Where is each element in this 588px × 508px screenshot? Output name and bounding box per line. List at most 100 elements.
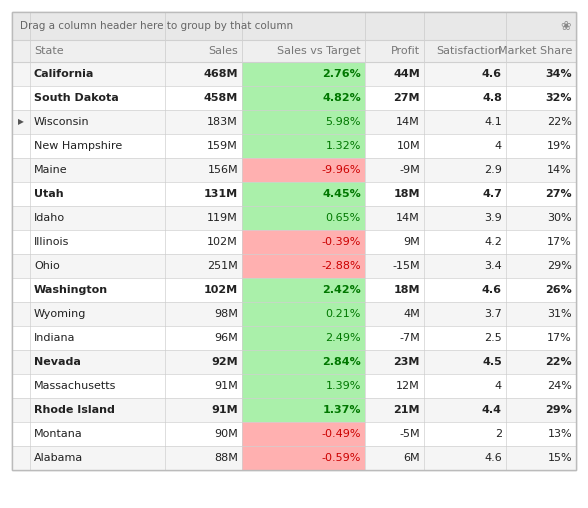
Text: 159M: 159M xyxy=(207,141,238,151)
Text: 1.39%: 1.39% xyxy=(326,381,361,391)
Bar xyxy=(12,278,576,302)
Text: -5M: -5M xyxy=(399,429,420,439)
Text: 2.9: 2.9 xyxy=(484,165,502,175)
Text: 19%: 19% xyxy=(547,141,572,151)
Bar xyxy=(12,350,576,374)
Text: 2.5: 2.5 xyxy=(485,333,502,343)
Text: 468M: 468M xyxy=(203,69,238,79)
Text: Profit: Profit xyxy=(391,46,420,56)
Bar xyxy=(12,12,576,40)
Text: 2: 2 xyxy=(495,429,502,439)
Bar xyxy=(242,422,365,446)
Text: 30%: 30% xyxy=(547,213,572,223)
Text: 4.2: 4.2 xyxy=(484,237,502,247)
Text: 2.49%: 2.49% xyxy=(325,333,361,343)
Text: 44M: 44M xyxy=(393,69,420,79)
Text: Montana: Montana xyxy=(34,429,83,439)
Text: 4.6: 4.6 xyxy=(482,285,502,295)
Text: 4.7: 4.7 xyxy=(482,189,502,199)
Text: 13%: 13% xyxy=(547,429,572,439)
Text: 17%: 17% xyxy=(547,333,572,343)
Text: 4: 4 xyxy=(495,141,502,151)
Text: 0.21%: 0.21% xyxy=(326,309,361,319)
Bar xyxy=(12,40,576,62)
Text: ▶: ▶ xyxy=(18,117,24,126)
Bar xyxy=(242,86,365,110)
Text: 17%: 17% xyxy=(547,237,572,247)
Bar xyxy=(12,206,576,230)
Text: 98M: 98M xyxy=(214,309,238,319)
Text: 102M: 102M xyxy=(207,237,238,247)
Bar xyxy=(242,326,365,350)
Text: 3.4: 3.4 xyxy=(485,261,502,271)
Bar xyxy=(242,278,365,302)
Text: 4.4: 4.4 xyxy=(482,405,502,415)
Text: Washington: Washington xyxy=(34,285,108,295)
Text: 131M: 131M xyxy=(204,189,238,199)
Bar xyxy=(12,326,576,350)
Text: State: State xyxy=(34,46,64,56)
Bar xyxy=(242,230,365,254)
Text: 24%: 24% xyxy=(547,381,572,391)
Bar xyxy=(12,62,576,86)
Bar xyxy=(12,230,576,254)
Bar xyxy=(242,134,365,158)
Text: 31%: 31% xyxy=(547,309,572,319)
Text: 4M: 4M xyxy=(403,309,420,319)
Text: 251M: 251M xyxy=(207,261,238,271)
Text: 96M: 96M xyxy=(214,333,238,343)
Text: 2.42%: 2.42% xyxy=(322,285,361,295)
Text: 92M: 92M xyxy=(211,357,238,367)
Text: 3.7: 3.7 xyxy=(485,309,502,319)
Text: 4.6: 4.6 xyxy=(482,69,502,79)
Text: Wyoming: Wyoming xyxy=(34,309,86,319)
Bar xyxy=(242,110,365,134)
Text: 2.84%: 2.84% xyxy=(322,357,361,367)
Text: 29%: 29% xyxy=(545,405,572,415)
Text: Rhode Island: Rhode Island xyxy=(34,405,115,415)
Text: 14M: 14M xyxy=(396,213,420,223)
Text: 14M: 14M xyxy=(396,117,420,127)
Text: 29%: 29% xyxy=(547,261,572,271)
Bar xyxy=(242,374,365,398)
Text: 32%: 32% xyxy=(546,93,572,103)
Text: New Hampshire: New Hampshire xyxy=(34,141,122,151)
Text: 4.5: 4.5 xyxy=(482,357,502,367)
Text: 27M: 27M xyxy=(393,93,420,103)
Text: 6M: 6M xyxy=(403,453,420,463)
Bar xyxy=(12,86,576,110)
Text: Illinois: Illinois xyxy=(34,237,69,247)
Bar xyxy=(12,254,576,278)
Text: Sales vs Target: Sales vs Target xyxy=(278,46,361,56)
Text: Utah: Utah xyxy=(34,189,64,199)
Text: 183M: 183M xyxy=(207,117,238,127)
Text: 18M: 18M xyxy=(393,285,420,295)
Text: 88M: 88M xyxy=(214,453,238,463)
Bar xyxy=(12,182,576,206)
Text: 5.98%: 5.98% xyxy=(326,117,361,127)
Text: -9.96%: -9.96% xyxy=(322,165,361,175)
Text: 4.6: 4.6 xyxy=(485,453,502,463)
Bar xyxy=(12,374,576,398)
Text: 4.45%: 4.45% xyxy=(322,189,361,199)
Text: 3.9: 3.9 xyxy=(485,213,502,223)
Text: 91M: 91M xyxy=(211,405,238,415)
Text: 91M: 91M xyxy=(214,381,238,391)
Text: 102M: 102M xyxy=(204,285,238,295)
Bar xyxy=(12,110,576,134)
Text: Massachusetts: Massachusetts xyxy=(34,381,116,391)
Text: Maine: Maine xyxy=(34,165,68,175)
Text: 9M: 9M xyxy=(403,237,420,247)
Bar xyxy=(242,158,365,182)
Text: -9M: -9M xyxy=(399,165,420,175)
Bar xyxy=(12,398,576,422)
Text: 2.76%: 2.76% xyxy=(322,69,361,79)
Text: 22%: 22% xyxy=(546,357,572,367)
Text: Sales: Sales xyxy=(208,46,238,56)
Text: 1.37%: 1.37% xyxy=(322,405,361,415)
Text: -0.59%: -0.59% xyxy=(322,453,361,463)
Text: Alabama: Alabama xyxy=(34,453,83,463)
Bar xyxy=(242,206,365,230)
Text: -15M: -15M xyxy=(392,261,420,271)
Text: California: California xyxy=(34,69,95,79)
